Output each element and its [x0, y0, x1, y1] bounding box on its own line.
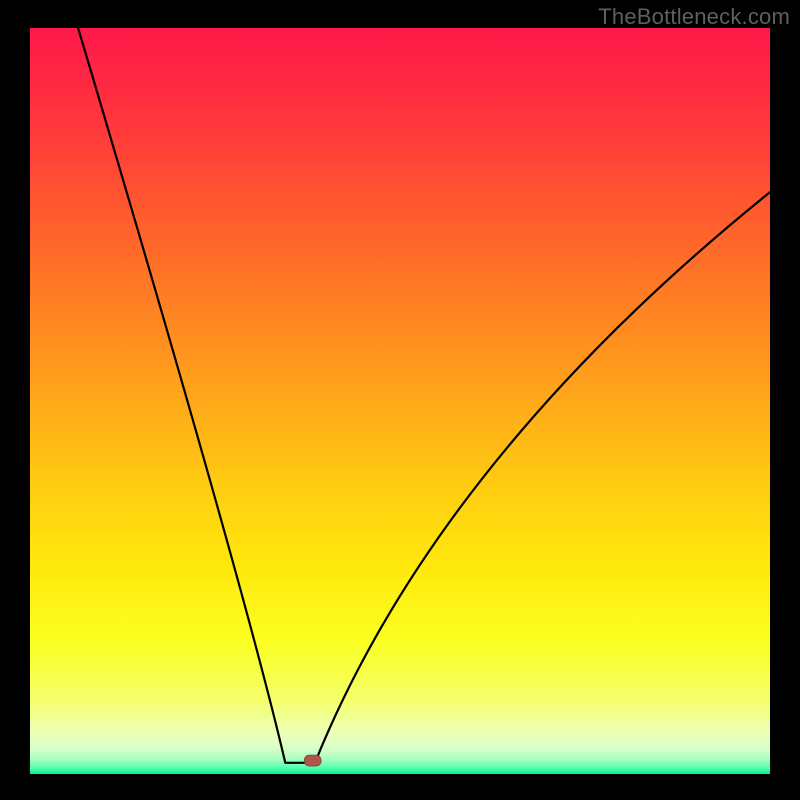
optimum-marker — [304, 755, 321, 766]
chart-svg — [0, 0, 800, 800]
plot-background — [30, 28, 770, 774]
watermark-text: TheBottleneck.com — [598, 4, 790, 30]
chart-container: TheBottleneck.com — [0, 0, 800, 800]
